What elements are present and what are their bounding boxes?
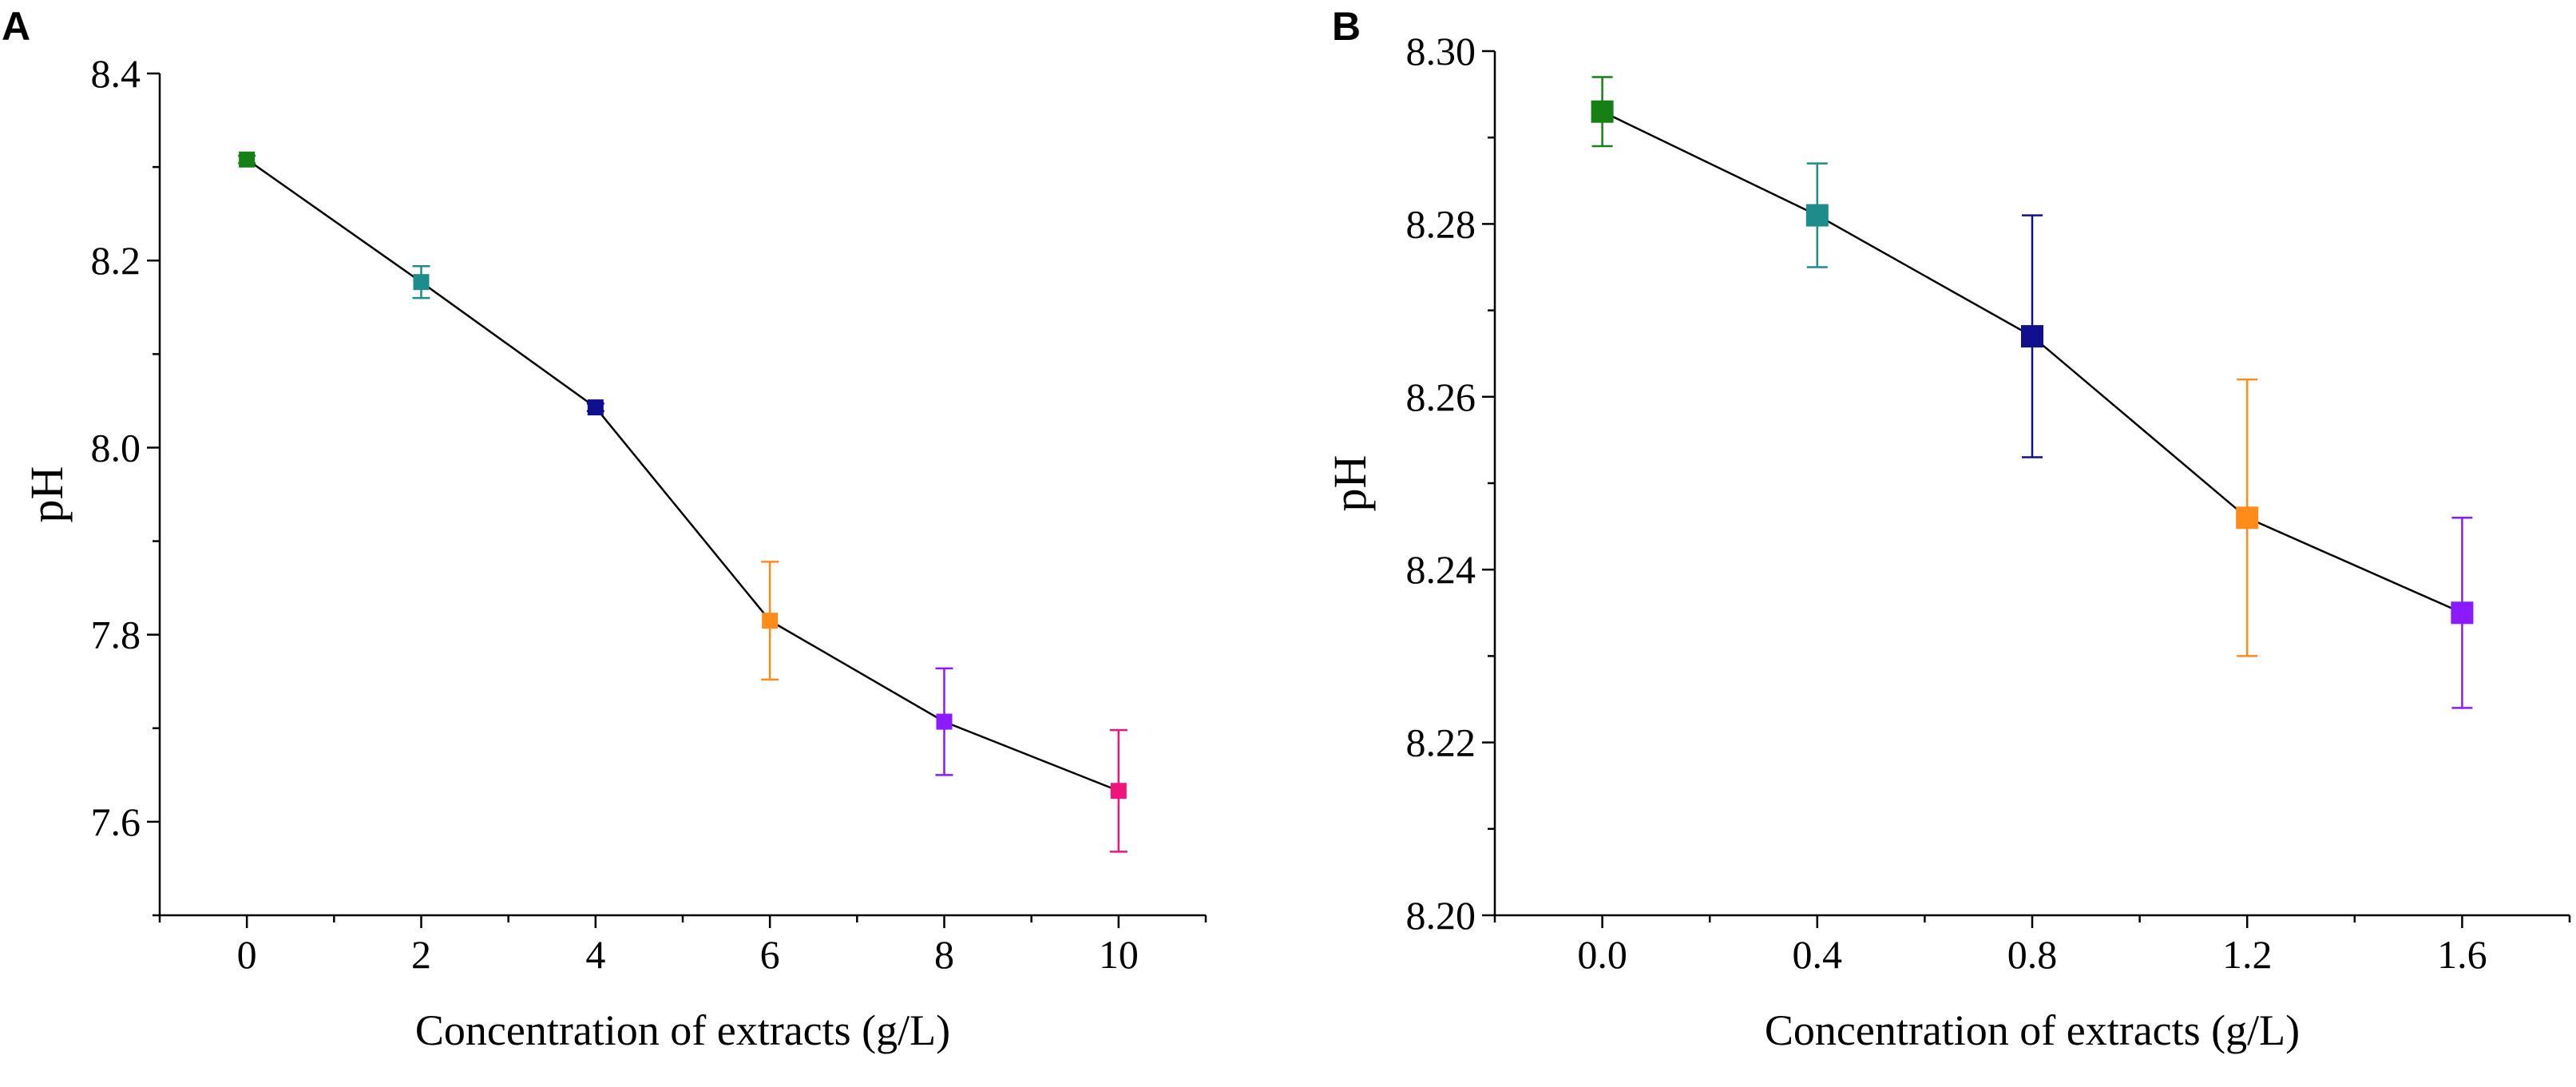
x-tick-label: 0.4 [1793, 932, 1843, 977]
data-point [762, 613, 779, 629]
x-tick-label: 1.6 [2437, 932, 2487, 977]
x-tick-label: 1.2 [2222, 932, 2273, 977]
data-point [1805, 204, 1829, 227]
x-tick-label: 0.8 [2007, 932, 2058, 977]
y-tick-label: 8.26 [1406, 375, 1476, 419]
y-tick-label: 8.22 [1406, 720, 1476, 765]
data-point [413, 274, 430, 291]
x-tick-label: 6 [760, 932, 780, 977]
y-tick-label: 8.2 [91, 238, 141, 283]
data-point [2451, 601, 2474, 625]
x-tick-label: 0 [237, 932, 257, 977]
data-point [2236, 506, 2259, 530]
data-point [2021, 325, 2043, 348]
x-axis-title: Concentration of extracts (g/L) [415, 1006, 950, 1054]
panel-a: A 7.6 7.8 8.0 8.2 8.4 0 2 4 6 8 10 Concentration of … [2, 4, 1207, 1054]
y-tick-label: 7.8 [91, 613, 141, 657]
y-axis-title: pH [21, 466, 73, 523]
data-point [1110, 783, 1127, 799]
y-axis-title: pH [1324, 455, 1376, 512]
x-tick-label: 8 [934, 932, 954, 977]
y-tick-label: 8.24 [1406, 547, 1476, 592]
y-tick-label: 8.0 [91, 425, 141, 470]
data-point [239, 151, 256, 168]
x-tick-label: 2 [411, 932, 431, 977]
data-point [587, 399, 604, 416]
x-tick-label: 4 [585, 932, 605, 977]
panel-label: B [1332, 4, 1361, 49]
series-line [246, 158, 1120, 792]
y-tick-label: 8.20 [1406, 893, 1476, 938]
y-tick-label: 7.6 [91, 799, 141, 844]
y-tick-label: 8.4 [91, 51, 141, 96]
y-tick-label: 8.30 [1406, 29, 1476, 73]
x-tick-label: 10 [1099, 932, 1139, 977]
panel-label: A [2, 4, 30, 49]
x-axis-title: Concentration of extracts (g/L) [1765, 1006, 2300, 1054]
panel-b: B 8.20 8.22 8.24 8.26 8.28 8.30 0.0 0.4 0.8 1.2 1.6… [1324, 4, 2571, 1054]
y-tick-label: 8.28 [1406, 201, 1476, 246]
data-point [1591, 100, 1614, 123]
data-point [936, 713, 953, 730]
x-tick-label: 0.0 [1577, 932, 1627, 977]
